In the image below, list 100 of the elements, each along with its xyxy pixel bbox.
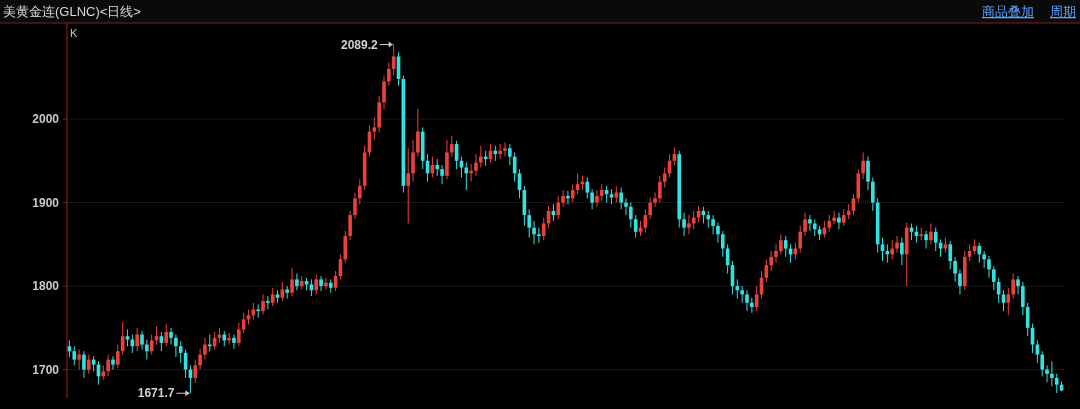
candlestick	[929, 222, 933, 245]
candlestick	[440, 164, 444, 185]
candlestick	[537, 227, 541, 244]
candlestick	[861, 151, 865, 180]
candlestick	[933, 227, 938, 252]
candlestick	[1045, 364, 1049, 383]
candlestick	[924, 230, 928, 249]
candlestick	[953, 256, 957, 283]
candlestick	[779, 233, 783, 255]
candlestick	[237, 322, 241, 347]
candlestick	[619, 187, 623, 210]
candlestick	[411, 139, 415, 183]
candlestick	[837, 212, 841, 230]
candlestick	[261, 293, 265, 315]
candlestick	[372, 116, 377, 141]
annotation: 1671.7	[137, 386, 175, 401]
candlestick	[86, 354, 91, 375]
candlestick	[232, 334, 236, 350]
candlestick	[140, 330, 144, 351]
candlestick	[295, 273, 299, 291]
candlestick	[464, 161, 469, 191]
candlestick	[343, 230, 348, 264]
candlestick	[1001, 289, 1006, 312]
candlestick	[203, 337, 207, 361]
candlestick	[178, 340, 183, 364]
candlestick	[832, 210, 836, 225]
candlestick	[241, 312, 246, 334]
candlestick	[532, 220, 536, 245]
candlestick	[662, 166, 667, 189]
candlestick	[77, 349, 81, 371]
annotation: K	[70, 27, 78, 39]
candlestick	[135, 327, 139, 352]
candlestick	[106, 354, 110, 377]
candlestick	[270, 287, 275, 307]
candlestick	[198, 348, 202, 371]
candlestick	[1040, 350, 1045, 377]
candlestick	[561, 189, 565, 208]
candlestick	[382, 75, 386, 110]
candlestick	[478, 145, 483, 168]
candlestick	[890, 239, 894, 260]
candlestick	[1054, 373, 1059, 394]
candlestick	[406, 147, 411, 224]
candlestick	[1025, 302, 1030, 337]
candlestick	[541, 217, 546, 241]
y-tick-label: 1800	[32, 279, 60, 294]
candlestick	[149, 334, 154, 356]
candlestick	[783, 235, 788, 258]
candlestick	[503, 141, 507, 158]
candlestick	[1006, 287, 1011, 316]
candlestick	[416, 108, 420, 158]
candlestick	[682, 212, 686, 237]
candlestick	[590, 188, 594, 210]
candlestick	[290, 267, 294, 297]
candlestick	[348, 210, 352, 241]
candlestick	[449, 135, 454, 158]
candlestick	[629, 202, 633, 229]
candlestick	[769, 250, 774, 272]
candlestick	[314, 273, 319, 295]
candlestick	[658, 175, 662, 204]
candlestick	[169, 327, 173, 346]
candlestick	[803, 212, 807, 237]
candlestick	[145, 339, 149, 361]
candlestick	[387, 61, 391, 87]
candlestick	[653, 192, 657, 208]
candlestick	[508, 143, 512, 166]
candlestick	[319, 275, 323, 292]
candlestick	[280, 281, 285, 302]
candlestick	[866, 156, 870, 191]
y-tick-label: 1700	[32, 362, 60, 377]
candlestick	[992, 265, 996, 291]
candlestick	[174, 334, 178, 358]
candlestick	[745, 289, 749, 312]
candlestick	[735, 278, 740, 300]
candlestick	[982, 250, 986, 269]
candlestick	[1016, 275, 1020, 295]
candlestick	[1021, 281, 1025, 316]
y-tick-label: 2000	[32, 112, 60, 127]
candlestick	[958, 268, 962, 295]
candlestick	[711, 214, 715, 235]
candlestick	[324, 277, 328, 290]
text: 周期	[1050, 4, 1076, 19]
candlestick	[716, 222, 720, 244]
candlestick	[871, 177, 875, 212]
candlestick	[111, 355, 115, 371]
text: 商品叠加	[982, 4, 1034, 19]
candlestick	[82, 350, 86, 379]
chart-title: 美黄金连(GLNC)<日线>	[3, 4, 141, 19]
candlestick	[691, 210, 696, 230]
candlestick	[808, 214, 812, 232]
candlestick	[1011, 273, 1015, 300]
candlestick	[527, 208, 532, 239]
annotation: 2089.2	[340, 37, 379, 52]
candlestick	[445, 139, 449, 180]
candlestick	[193, 359, 198, 384]
candlestick	[1050, 360, 1054, 387]
candlestick	[977, 242, 982, 264]
candlestick	[116, 344, 120, 369]
candlestick	[72, 345, 77, 366]
candlestick	[948, 240, 953, 270]
candlestick	[774, 243, 778, 264]
